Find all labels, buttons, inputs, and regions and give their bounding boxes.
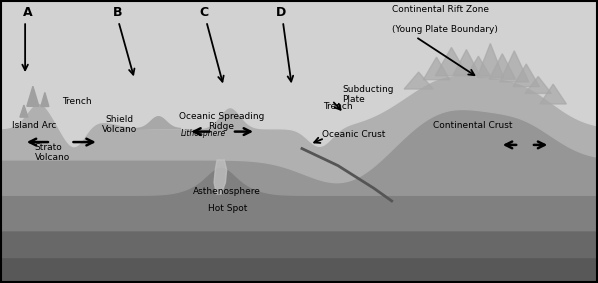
Text: Trench: Trench — [323, 102, 353, 111]
Text: Continental Crust: Continental Crust — [433, 121, 512, 130]
Text: A: A — [23, 6, 32, 19]
Polygon shape — [500, 51, 529, 82]
Polygon shape — [466, 56, 490, 76]
Polygon shape — [41, 93, 49, 106]
Text: Asthenosphere: Asthenosphere — [193, 186, 261, 196]
Polygon shape — [435, 48, 468, 76]
Text: C: C — [199, 6, 208, 19]
Polygon shape — [136, 117, 181, 129]
Text: D: D — [276, 6, 286, 19]
Text: Oceanic Crust: Oceanic Crust — [322, 130, 385, 139]
Text: Continental Rift Zone: Continental Rift Zone — [392, 5, 489, 14]
Text: Shield
Volcano: Shield Volcano — [102, 115, 137, 134]
Text: (Young Plate Boundary): (Young Plate Boundary) — [392, 25, 498, 34]
Polygon shape — [27, 86, 39, 106]
Text: B: B — [112, 6, 122, 19]
Text: Hot Spot: Hot Spot — [208, 203, 247, 213]
Polygon shape — [453, 50, 480, 75]
Text: Trench: Trench — [62, 97, 91, 106]
Polygon shape — [513, 64, 539, 87]
Text: Strato
Volcano: Strato Volcano — [35, 143, 70, 162]
Polygon shape — [404, 72, 433, 89]
Text: Subducting
Plate: Subducting Plate — [342, 85, 393, 104]
Polygon shape — [489, 54, 515, 79]
Polygon shape — [423, 57, 450, 80]
Polygon shape — [214, 160, 227, 194]
Polygon shape — [525, 76, 551, 93]
Text: Oceanic Spreading
Ridge: Oceanic Spreading Ridge — [179, 112, 264, 131]
Polygon shape — [540, 84, 566, 104]
Text: Island Arc: Island Arc — [12, 121, 56, 130]
Polygon shape — [477, 44, 504, 78]
Text: Lithosphere: Lithosphere — [181, 128, 226, 138]
Polygon shape — [20, 105, 28, 117]
